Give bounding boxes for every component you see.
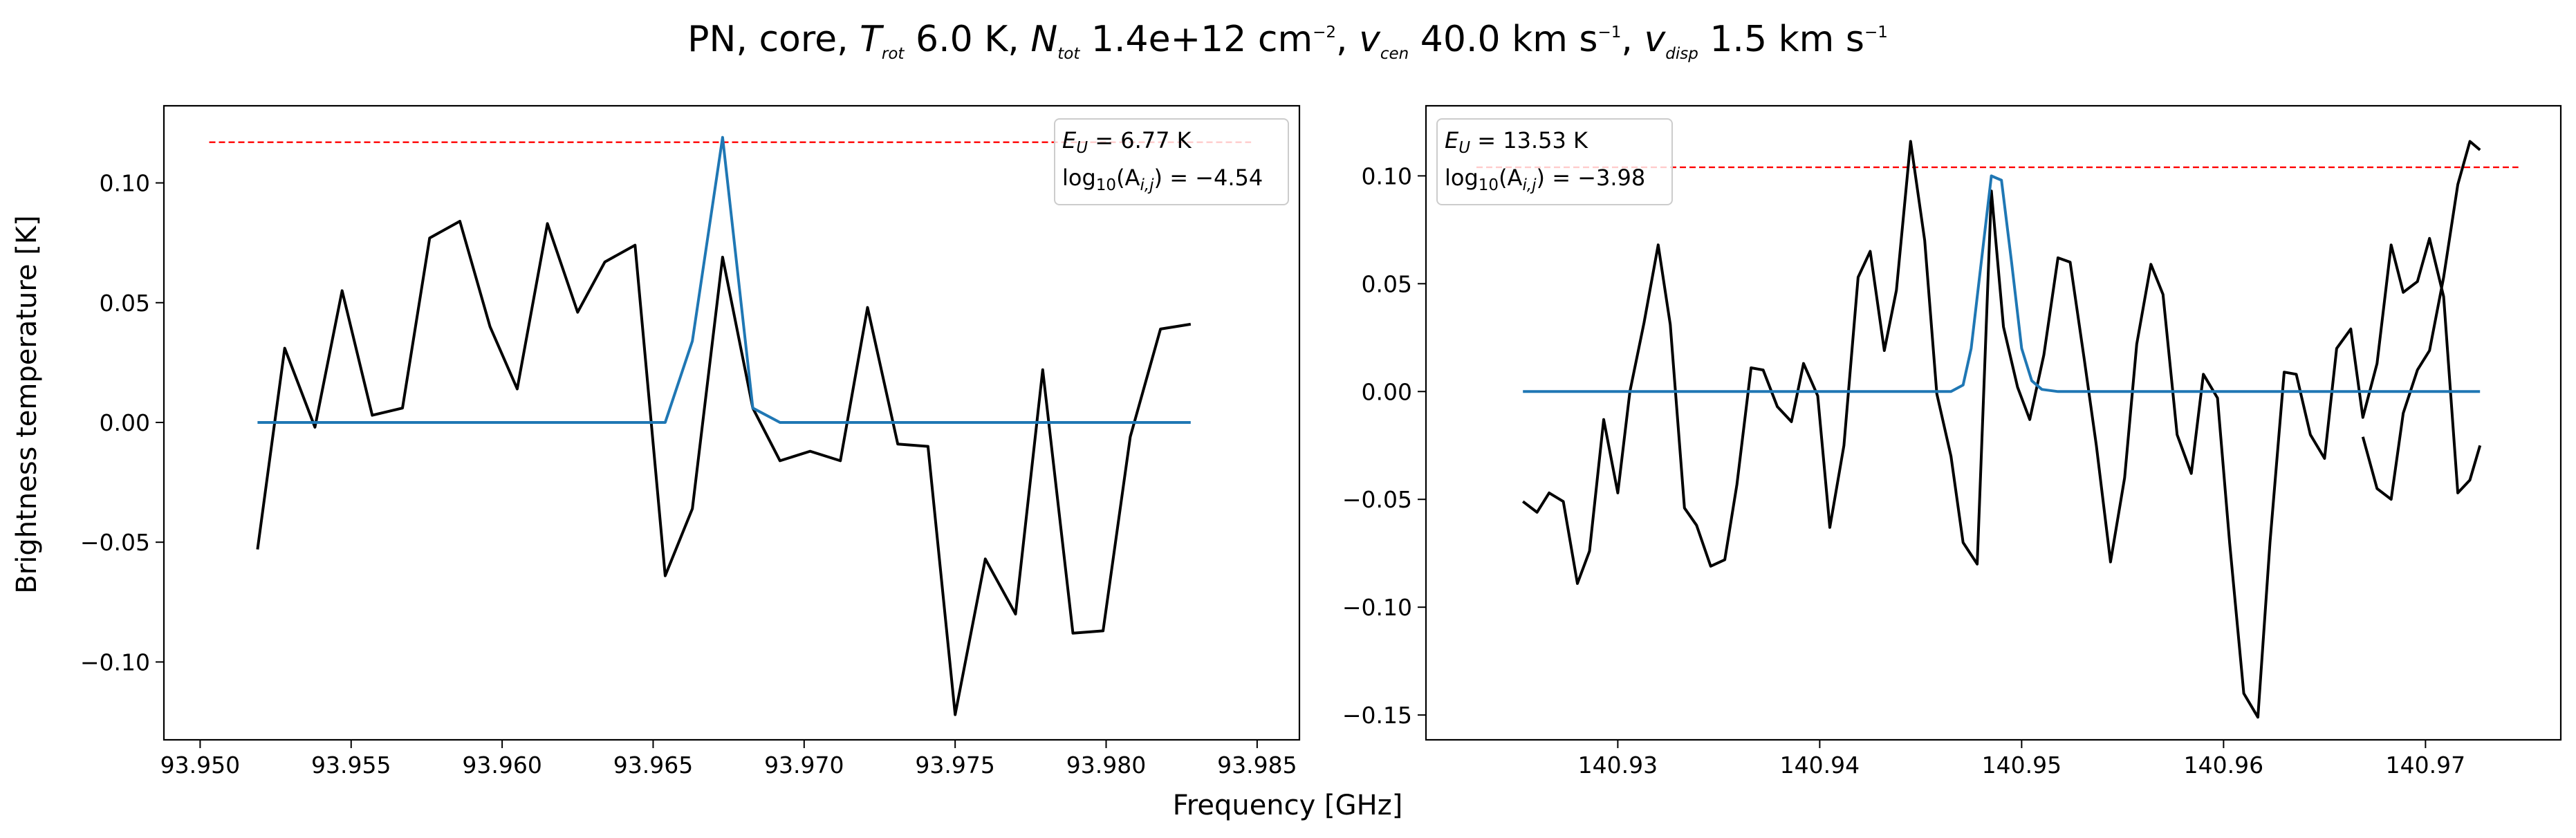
suptitle-ntot-exponent: −2 (1313, 24, 1336, 41)
y-axis-label: Brightness temperature [K] (11, 215, 43, 593)
y-tick-label: −0.10 (1342, 594, 1412, 621)
plot-frame (1425, 104, 2562, 741)
x-tick-label: 93.970 (764, 752, 844, 779)
series-model-line (257, 136, 1191, 424)
x-tick-label: 140.96 (2184, 752, 2263, 779)
legend-aij-text: log10(Ai,j) = −3.98 (1445, 165, 1645, 194)
y-tick-label: 0.00 (1362, 378, 1412, 405)
x-tick-label: 140.93 (1578, 752, 1658, 779)
suptitle-vcen-sub: cen (1380, 45, 1409, 63)
panel-left: 93.950 93.955 93.960 93.965 93.970 93.975 93.9… (80, 104, 1301, 779)
legend-aij-value: ) = −3.98 (1537, 165, 1646, 191)
y-tick-label: 0.00 (100, 409, 150, 436)
y-tick-label: −0.05 (80, 529, 150, 556)
legend-eu-value: = 6.77 K (1088, 127, 1192, 153)
y-tick-label: 0.10 (100, 170, 150, 197)
legend-aij-value: ) = −4.54 (1154, 165, 1263, 191)
suptitle-trot-symbol: T (860, 19, 884, 60)
suptitle-vcen-end: , (1621, 19, 1644, 60)
legend-eu-sub: U (1076, 139, 1088, 157)
x-tick-label: 140.97 (2386, 752, 2465, 779)
y-tick-label: 0.10 (1362, 162, 1412, 189)
series-observed-line (1521, 140, 2482, 719)
legend-box: EU = 6.77 K log10(Ai,j) = −4.54 (1054, 118, 1289, 205)
series-observed-line (256, 220, 1192, 716)
suptitle-vdisp-sub: disp (1665, 45, 1698, 63)
legend-frame (1436, 118, 1673, 205)
suptitle-vdisp-exponent: −1 (1864, 24, 1888, 41)
legend-log-mid: (A (1499, 165, 1522, 191)
x-tick-label: 93.960 (462, 752, 541, 779)
suptitle-vcen-value: 40.0 km s (1409, 19, 1597, 60)
legend-aij-text: log10(Ai,j) = −4.54 (1062, 165, 1263, 194)
legend-log-base: 10 (1096, 176, 1116, 194)
suptitle-vcen-exponent: −1 (1597, 24, 1621, 41)
legend-log-mid: (A (1116, 165, 1140, 191)
suptitle-prefix: PN, core, (687, 19, 860, 60)
x-tick-label: 93.975 (915, 752, 994, 779)
legend-eu-text: EU = 13.53 K (1445, 127, 1588, 157)
legend-eu-sub: U (1458, 139, 1470, 157)
legend-eu-symbol: E (1445, 127, 1459, 153)
suptitle-vcen-symbol: v (1359, 19, 1381, 60)
figure-suptitle: PN, core, Trot 6.0 K, Ntot 1.4e+12 cm−2,… (687, 19, 1888, 63)
suptitle-ntot-value: 1.4e+12 cm (1079, 19, 1313, 60)
x-axis-label: Frequency [GHz] (1173, 790, 1403, 821)
legend-aij-sub: i,j (1140, 176, 1154, 194)
x-tick-label: 140.95 (1982, 752, 2061, 779)
legend-aij-sub: i,j (1522, 176, 1537, 194)
legend-frame (1054, 118, 1289, 205)
x-tick-label: 93.955 (311, 752, 391, 779)
legend-log-prefix: log (1062, 165, 1096, 191)
panel-right: 140.93 140.94 140.95 140.96 140.97 −0.15 −0.10… (1342, 104, 2562, 779)
suptitle-trot-value: 6.0 K, (904, 19, 1030, 60)
suptitle-vdisp-value: 1.5 km s (1698, 19, 1864, 60)
x-tick-label: 93.965 (613, 752, 693, 779)
y-tick-label: −0.10 (80, 649, 150, 676)
x-tick-label: 93.980 (1066, 752, 1146, 779)
legend-log-base: 10 (1479, 176, 1499, 194)
suptitle-ntot-symbol: N (1030, 19, 1057, 60)
legend-log-prefix: log (1445, 165, 1479, 191)
x-tick-label: 140.94 (1780, 752, 1860, 779)
legend-box: EU = 13.53 K log10(Ai,j) = −3.98 (1436, 118, 1673, 205)
series-observed_tail-line (2361, 140, 2481, 501)
legend-eu-symbol: E (1062, 127, 1077, 153)
suptitle-trot-sub: rot (882, 45, 905, 63)
series-model-line (1523, 174, 2481, 393)
y-tick-label: 0.05 (1362, 270, 1412, 297)
y-tick-label: −0.05 (1342, 486, 1412, 513)
legend-eu-text: EU = 6.77 K (1062, 127, 1192, 157)
suptitle-ntot-end: , (1336, 19, 1359, 60)
suptitle-ntot-sub: tot (1057, 45, 1080, 63)
y-tick-label: 0.05 (100, 290, 150, 317)
suptitle-vdisp-symbol: v (1644, 19, 1666, 60)
x-tick-label: 93.950 (160, 752, 240, 779)
x-tick-label: 93.985 (1217, 752, 1297, 779)
y-tick-label: −0.15 (1342, 702, 1412, 729)
legend-eu-value: = 13.53 K (1470, 127, 1588, 153)
